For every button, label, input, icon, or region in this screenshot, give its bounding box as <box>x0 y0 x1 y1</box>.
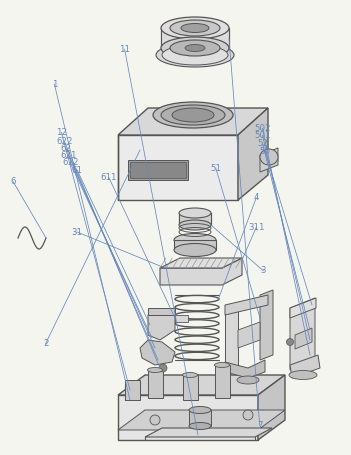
Text: 50: 50 <box>259 147 271 156</box>
Polygon shape <box>225 305 238 375</box>
Text: 612: 612 <box>62 158 79 167</box>
Text: 4: 4 <box>253 193 259 202</box>
Polygon shape <box>295 328 312 349</box>
Polygon shape <box>148 370 163 398</box>
Ellipse shape <box>161 37 229 59</box>
Text: 311: 311 <box>248 223 265 232</box>
Polygon shape <box>290 355 320 378</box>
Text: 621: 621 <box>60 151 77 160</box>
Polygon shape <box>118 395 258 440</box>
Ellipse shape <box>189 423 211 430</box>
Polygon shape <box>174 240 216 250</box>
Polygon shape <box>290 298 315 370</box>
Polygon shape <box>118 375 285 395</box>
Text: 51: 51 <box>210 164 221 173</box>
Ellipse shape <box>237 376 259 384</box>
Text: 52: 52 <box>257 139 268 148</box>
Polygon shape <box>238 322 260 348</box>
Text: 31: 31 <box>72 228 83 237</box>
Ellipse shape <box>214 363 230 368</box>
Polygon shape <box>189 410 211 426</box>
Polygon shape <box>160 258 242 285</box>
Polygon shape <box>225 360 265 378</box>
Ellipse shape <box>162 45 228 65</box>
Ellipse shape <box>289 370 317 379</box>
Circle shape <box>150 415 160 425</box>
Circle shape <box>243 410 253 420</box>
Text: 501: 501 <box>254 131 271 140</box>
Polygon shape <box>238 108 268 200</box>
Ellipse shape <box>183 373 198 378</box>
Text: 622: 622 <box>56 136 73 146</box>
Ellipse shape <box>260 149 278 165</box>
Ellipse shape <box>185 45 205 51</box>
Polygon shape <box>148 308 175 315</box>
Text: 61: 61 <box>72 166 83 175</box>
Polygon shape <box>130 162 186 178</box>
Text: 11: 11 <box>119 45 130 54</box>
Text: 62: 62 <box>60 144 72 153</box>
Ellipse shape <box>179 220 211 230</box>
Text: 6: 6 <box>11 177 16 187</box>
Circle shape <box>159 364 167 372</box>
Text: 3: 3 <box>260 266 266 275</box>
Ellipse shape <box>181 24 209 32</box>
Ellipse shape <box>172 108 214 122</box>
Polygon shape <box>225 295 268 315</box>
Polygon shape <box>290 298 316 318</box>
Text: 2: 2 <box>43 339 48 348</box>
Ellipse shape <box>179 208 211 218</box>
Ellipse shape <box>156 43 234 67</box>
Text: 611: 611 <box>100 173 117 182</box>
Polygon shape <box>128 160 188 180</box>
Polygon shape <box>148 315 175 340</box>
Polygon shape <box>175 315 188 322</box>
Polygon shape <box>260 148 278 172</box>
Polygon shape <box>161 28 229 48</box>
Ellipse shape <box>170 20 220 36</box>
Polygon shape <box>160 258 242 268</box>
Text: 502: 502 <box>254 124 271 133</box>
Ellipse shape <box>161 17 229 39</box>
Text: 7: 7 <box>257 421 263 430</box>
Polygon shape <box>118 108 268 135</box>
Ellipse shape <box>174 243 216 257</box>
Circle shape <box>286 339 293 345</box>
Polygon shape <box>140 340 175 365</box>
Polygon shape <box>215 365 230 398</box>
Polygon shape <box>260 290 273 360</box>
Polygon shape <box>258 375 285 440</box>
Ellipse shape <box>147 368 163 373</box>
Ellipse shape <box>161 105 225 125</box>
Ellipse shape <box>174 233 216 247</box>
Polygon shape <box>183 375 198 400</box>
Ellipse shape <box>153 102 233 128</box>
Polygon shape <box>118 135 238 200</box>
Ellipse shape <box>170 40 220 56</box>
Polygon shape <box>179 213 211 225</box>
Polygon shape <box>118 410 285 430</box>
Text: 12: 12 <box>56 128 67 137</box>
Ellipse shape <box>189 406 211 414</box>
Polygon shape <box>145 428 272 437</box>
Polygon shape <box>125 380 140 400</box>
Text: 1: 1 <box>52 80 57 89</box>
